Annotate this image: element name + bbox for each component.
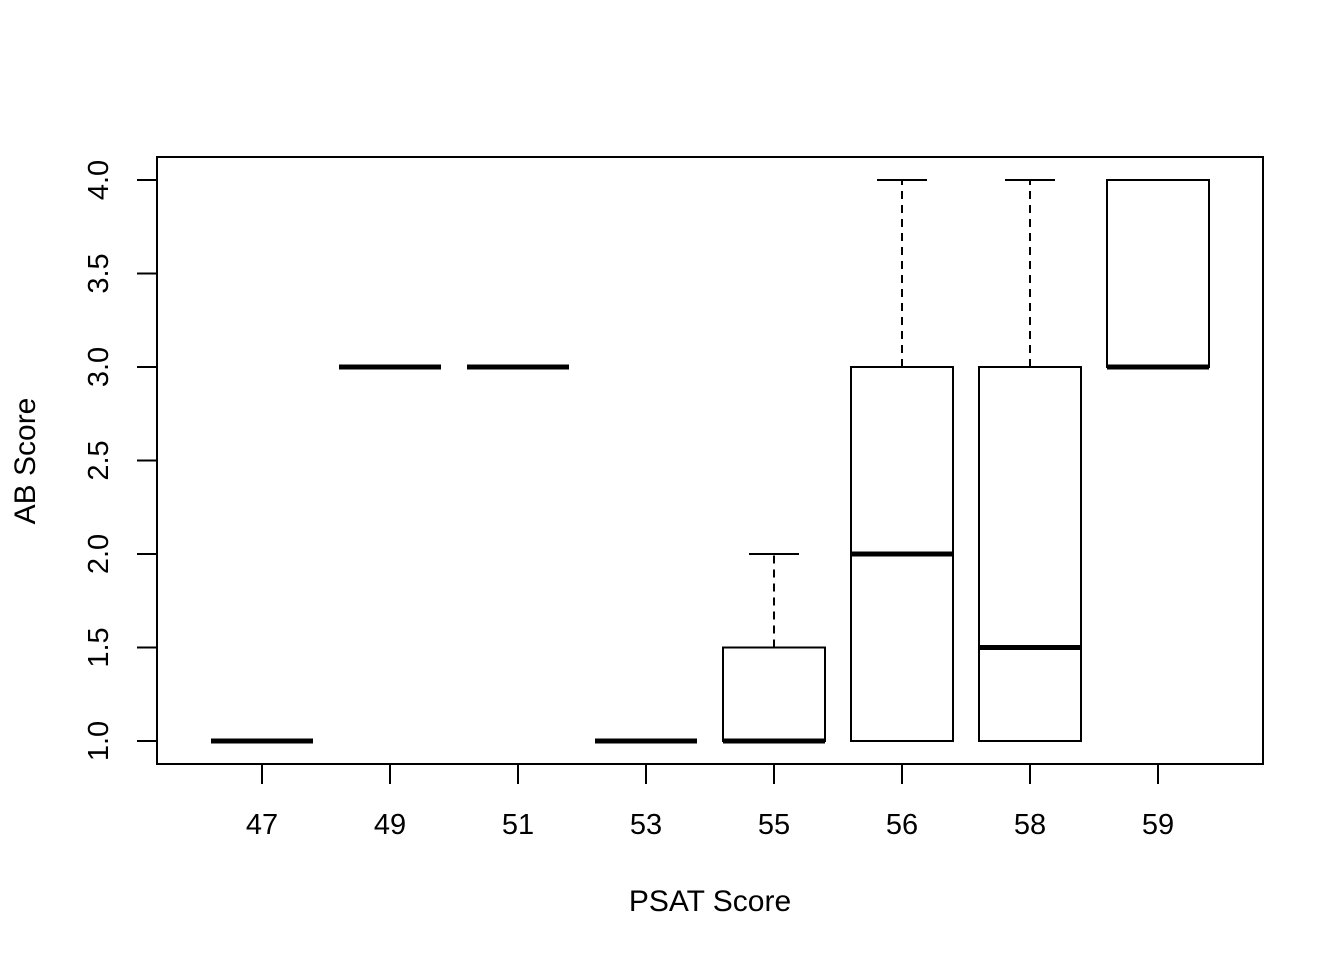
y-tick-label: 1.0 xyxy=(83,721,115,761)
x-tick-label: 51 xyxy=(502,809,534,841)
boxes-layer xyxy=(211,179,1210,744)
y-tick-label: 2.5 xyxy=(83,440,115,480)
box-body xyxy=(1106,179,1210,368)
x-tick-label: 55 xyxy=(758,809,790,841)
x-axis-title: PSAT Score xyxy=(629,885,791,918)
x-tick-label: 58 xyxy=(1014,809,1046,841)
box-body xyxy=(978,366,1082,742)
y-tick-label: 4.0 xyxy=(83,160,115,200)
box-group-58 xyxy=(978,179,1082,742)
x-tick-label: 49 xyxy=(374,809,406,841)
y-axis: 1.0 1.5 2.0 2.5 3.0 3.5 4.0 xyxy=(83,160,158,761)
x-tick-label: 53 xyxy=(630,809,662,841)
x-tick-label: 59 xyxy=(1142,809,1174,841)
box-group-59 xyxy=(1106,179,1210,370)
y-tick-label: 3.5 xyxy=(83,253,115,293)
box-body xyxy=(722,646,826,742)
y-axis-title: AB Score xyxy=(9,398,42,525)
y-tick-label: 2.0 xyxy=(83,534,115,574)
y-tick-label: 3.0 xyxy=(83,347,115,387)
y-tick-label: 1.5 xyxy=(83,627,115,667)
box-group-55 xyxy=(722,553,826,744)
x-tick-label: 47 xyxy=(246,809,278,841)
box-group-56 xyxy=(850,179,954,742)
x-axis: 47 49 51 53 55 56 58 59 xyxy=(246,764,1174,841)
x-tick-label: 56 xyxy=(886,809,918,841)
plot-frame xyxy=(156,156,1264,765)
